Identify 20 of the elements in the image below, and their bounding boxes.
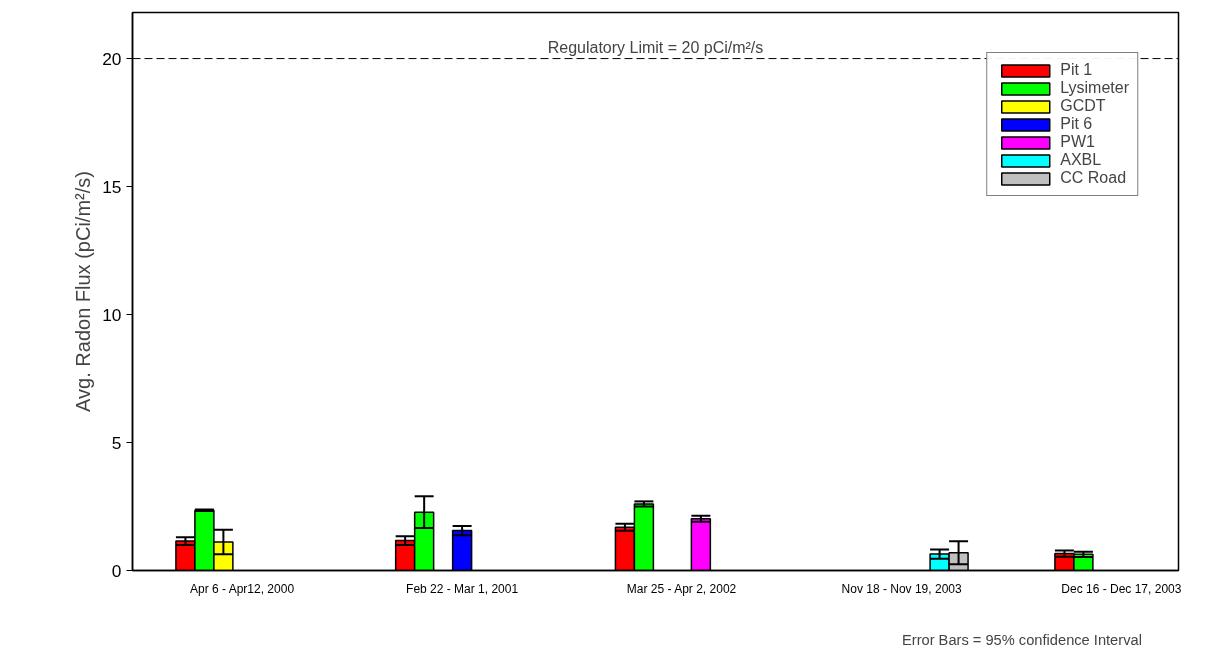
x-tick-label: Dec 16 - Dec 17, 2003	[1061, 581, 1182, 596]
legend-label: Pit 1	[1060, 61, 1093, 79]
x-tick-label: Nov 18 - Nov 19, 2003	[841, 581, 962, 596]
legend-label: AXBL	[1060, 151, 1102, 169]
x-tick-label: Mar 25 - Apr 2, 2002	[626, 581, 737, 596]
x-tick-label: Feb 22 - Mar 1, 2001	[406, 581, 519, 596]
legend-label: Lysimeter	[1060, 79, 1129, 97]
text: Error Bars = 95% confidence Interval	[901, 631, 1142, 648]
y-tick-label: 15	[102, 176, 122, 197]
ref-line-label: Regulatory Limit = 20 pCi/m²/s	[547, 38, 764, 56]
legend-label: PW1	[1060, 133, 1095, 151]
y-tick-label: 5	[111, 432, 122, 453]
legend-label: GCDT	[1060, 97, 1106, 115]
y-axis-title: Avg. Radon Flux (pCi/m²/s)	[72, 171, 95, 412]
y-tick-label: 10	[102, 304, 122, 325]
y-tick-label: 20	[102, 48, 122, 69]
legend-label: CC Road	[1060, 169, 1127, 187]
legend-label: Pit 6	[1060, 115, 1093, 133]
y-tick-label: 0	[111, 560, 122, 581]
x-tick-label: Apr 6 - Apr12, 2000	[190, 581, 295, 596]
